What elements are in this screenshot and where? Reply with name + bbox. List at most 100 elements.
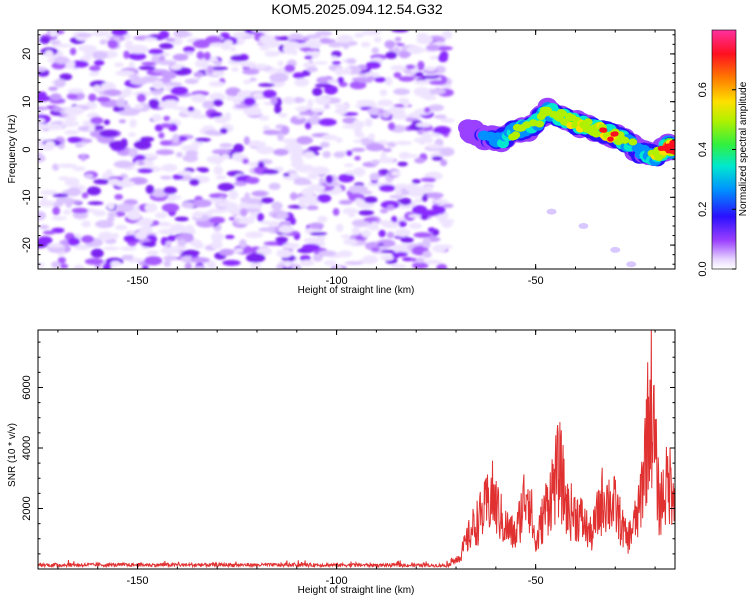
noise-blob bbox=[413, 87, 431, 97]
noise-blob bbox=[161, 203, 180, 213]
noise-blob bbox=[260, 197, 274, 204]
noise-blob bbox=[245, 253, 266, 263]
noise-blob bbox=[114, 62, 124, 68]
noise-blob bbox=[209, 216, 226, 224]
noise-blob bbox=[410, 257, 417, 262]
noise-blob bbox=[214, 60, 222, 67]
noise-blob bbox=[282, 44, 297, 55]
noise-blob bbox=[284, 64, 296, 73]
noise-blob bbox=[354, 132, 365, 138]
noise-blob bbox=[443, 84, 452, 89]
noise-blob bbox=[172, 133, 180, 143]
noise-blob bbox=[371, 247, 380, 252]
noise-blob bbox=[57, 163, 77, 169]
noise-blob bbox=[158, 132, 165, 139]
noise-blob bbox=[432, 199, 449, 204]
noise-blob bbox=[426, 44, 440, 51]
noise-blob bbox=[160, 175, 173, 180]
noise-blob bbox=[196, 51, 205, 60]
noise-blob bbox=[378, 229, 386, 238]
noise-blob bbox=[323, 104, 331, 109]
noise-blob bbox=[71, 207, 89, 214]
noise-blob bbox=[49, 30, 58, 38]
noise-blob bbox=[394, 37, 402, 42]
noise-blob bbox=[102, 262, 112, 269]
noise-blob bbox=[314, 96, 331, 104]
noise-blob bbox=[338, 250, 353, 258]
noise-blob bbox=[81, 192, 89, 199]
y-tick-label: 10 bbox=[21, 96, 33, 108]
noise-blob bbox=[391, 170, 400, 176]
noise-blob bbox=[371, 221, 378, 230]
noise-blob bbox=[213, 165, 223, 175]
noise-blob bbox=[233, 181, 247, 187]
noise-blob bbox=[298, 111, 315, 116]
noise-blob bbox=[259, 45, 270, 51]
ridge-cell bbox=[671, 149, 675, 155]
noise-blob bbox=[114, 194, 124, 200]
snr-x-axis-label: Height of straight line (km) bbox=[298, 585, 415, 596]
noise-blob bbox=[384, 40, 396, 49]
noise-blob bbox=[363, 196, 378, 204]
noise-blob bbox=[262, 125, 271, 131]
noise-blob bbox=[206, 260, 217, 269]
x-tick-label: -50 bbox=[528, 275, 544, 287]
noise-blob bbox=[257, 161, 265, 168]
noise-blob bbox=[253, 63, 270, 69]
noise-blob bbox=[421, 239, 431, 248]
noise-blob bbox=[118, 110, 139, 116]
noise-blob bbox=[184, 78, 199, 85]
noise-blob bbox=[167, 234, 176, 242]
noise-blob bbox=[437, 53, 449, 63]
y-tick-label: -10 bbox=[21, 189, 33, 205]
noise-blob bbox=[421, 75, 440, 79]
noise-blob bbox=[354, 198, 364, 205]
noise-blob bbox=[259, 34, 276, 45]
noise-blob bbox=[174, 216, 189, 222]
noise-blob bbox=[351, 226, 361, 236]
noise-blob bbox=[431, 156, 443, 161]
noise-blob bbox=[220, 32, 230, 39]
noise-blob bbox=[202, 100, 216, 109]
noise-blob bbox=[195, 137, 211, 142]
noise-blob bbox=[39, 36, 51, 44]
noise-blob bbox=[318, 177, 325, 184]
noise-blob bbox=[322, 151, 332, 158]
noise-blob bbox=[427, 227, 436, 233]
noise-blob bbox=[130, 77, 149, 86]
noise-blob bbox=[312, 87, 323, 97]
noise-blob bbox=[366, 76, 376, 81]
noise-blob bbox=[414, 72, 424, 77]
noise-blob bbox=[424, 66, 436, 71]
x-tick-label: -50 bbox=[528, 575, 544, 587]
noise-blob bbox=[391, 30, 409, 33]
noise-blob bbox=[398, 220, 407, 228]
noise-blob bbox=[237, 90, 256, 100]
noise-blob bbox=[346, 58, 357, 65]
noise-blob bbox=[305, 200, 315, 205]
noise-blob bbox=[432, 204, 439, 211]
noise-blob bbox=[92, 50, 108, 60]
noise-blob bbox=[354, 32, 365, 38]
noise-blob bbox=[426, 192, 444, 199]
noise-blob bbox=[374, 77, 386, 83]
noise-blob bbox=[165, 99, 179, 108]
noise-blob bbox=[69, 47, 77, 56]
noise-blob bbox=[73, 264, 85, 269]
noise-blob bbox=[432, 244, 447, 253]
noise-blob bbox=[191, 140, 204, 146]
noise-blob bbox=[283, 172, 290, 177]
noise-blob bbox=[84, 258, 104, 265]
noise-blob bbox=[390, 264, 407, 269]
noise-blob bbox=[306, 117, 323, 125]
noise-blob bbox=[386, 141, 397, 148]
noise-blob bbox=[415, 122, 432, 128]
noise-blob bbox=[172, 174, 184, 180]
noise-blob bbox=[90, 116, 104, 125]
noise-blob bbox=[38, 95, 51, 102]
noise-blob bbox=[86, 186, 101, 196]
noise-blob bbox=[348, 185, 368, 194]
noise-blob bbox=[378, 108, 385, 115]
noise-blob bbox=[219, 127, 228, 134]
noise-blob bbox=[424, 107, 431, 114]
